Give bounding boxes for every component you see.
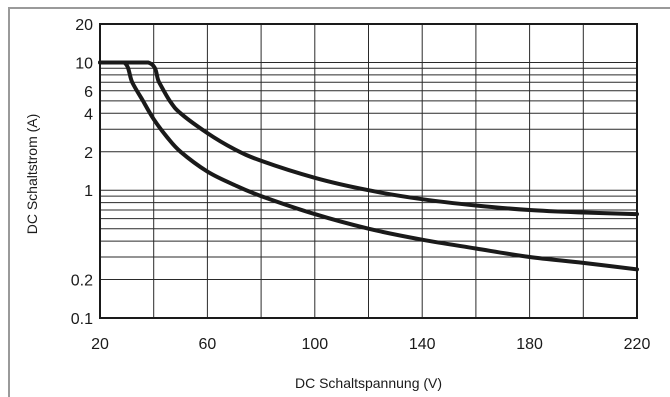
series-line-2 (98, 60, 639, 217)
x-tick-label: 20 (91, 336, 109, 353)
series-group (98, 60, 639, 272)
grid (100, 24, 637, 318)
y-axis-label: DC Schaltstrom (A) (24, 114, 40, 235)
plot-border (99, 23, 638, 319)
x-tick-label: 220 (624, 336, 651, 353)
y-tick-label: 4 (84, 106, 93, 123)
x-tick-labels: 20 60 100 140 180 220 (91, 336, 650, 353)
x-tick-label: 180 (516, 336, 543, 353)
x-tick-label: 100 (301, 336, 328, 353)
x-tick-label: 140 (409, 336, 436, 353)
y-tick-label: 2 (84, 145, 93, 162)
y-tick-labels: 0.1 0.2 1 2 4 6 10 20 (71, 17, 93, 328)
y-tick-label: 20 (75, 17, 93, 34)
x-tick-label: 60 (199, 336, 217, 353)
x-axis-label: DC Schaltspannung (V) (295, 375, 442, 391)
series-line-1 (98, 60, 639, 272)
y-tick-label: 0.1 (71, 311, 93, 328)
y-tick-label: 0.2 (71, 273, 93, 290)
y-tick-label: 1 (84, 183, 93, 200)
y-tick-label: 6 (84, 84, 93, 101)
frame-border-top (8, 7, 670, 9)
frame-border-left (8, 7, 10, 397)
y-tick-label: 10 (75, 55, 93, 72)
